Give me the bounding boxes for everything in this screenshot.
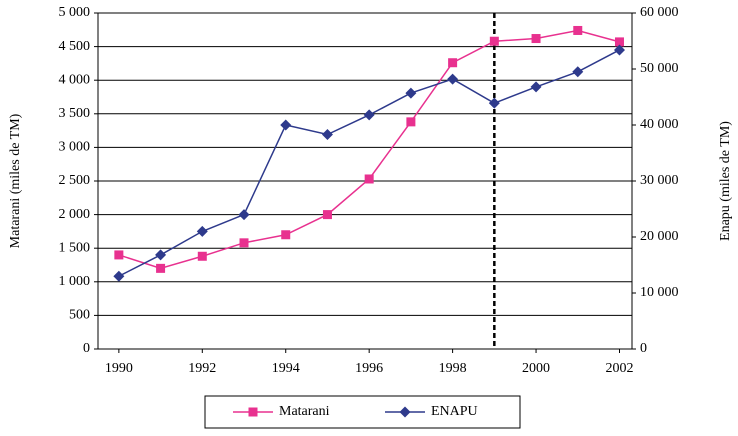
y-tick-label: 0 (83, 341, 90, 356)
marker (196, 225, 208, 237)
marker (399, 406, 411, 418)
y2-tick-label: 40 000 (640, 117, 679, 132)
y-axis-label: Matarani (miles de TM) (8, 113, 23, 248)
marker (489, 36, 499, 46)
y-tick-label: 3 500 (59, 106, 91, 121)
marker (573, 25, 583, 35)
marker (238, 209, 250, 221)
marker (322, 210, 332, 220)
y-tick-label: 1 000 (59, 274, 91, 289)
x-tick-label: 2000 (522, 361, 550, 376)
series-line (118, 29, 620, 270)
marker (321, 129, 333, 141)
x-tick-label: 1990 (105, 361, 133, 376)
y2-tick-label: 20 000 (640, 229, 679, 244)
legend-label: ENAPU (431, 404, 478, 419)
marker (531, 34, 541, 44)
y2-tick-label: 50 000 (640, 61, 679, 76)
y-tick-label: 2 000 (59, 207, 91, 222)
y2-tick-label: 0 (640, 341, 647, 356)
y2-tick-label: 60 000 (640, 5, 679, 20)
marker (239, 238, 249, 248)
marker (405, 87, 417, 99)
y-tick-label: 3 000 (59, 140, 91, 155)
x-tick-label: 1998 (439, 361, 467, 376)
y-tick-label: 500 (69, 308, 90, 323)
marker (488, 97, 500, 109)
marker (364, 174, 374, 184)
x-tick-label: 1996 (355, 361, 383, 376)
x-tick-label: 1992 (188, 361, 216, 376)
marker (406, 117, 416, 127)
legend-label: Matarani (279, 404, 330, 419)
y-tick-label: 4 500 (59, 39, 91, 54)
y-tick-label: 2 500 (59, 173, 91, 188)
marker (613, 44, 625, 56)
marker (156, 263, 166, 273)
marker (197, 251, 207, 261)
y-tick-label: 1 500 (59, 240, 91, 255)
marker (572, 66, 584, 78)
x-tick-label: 2002 (605, 361, 633, 376)
marker (447, 73, 459, 85)
y2-axis-label: Enapu (miles de TM) (718, 121, 733, 241)
marker (280, 119, 292, 131)
marker (114, 250, 124, 260)
y2-tick-label: 10 000 (640, 285, 679, 300)
series-line (118, 49, 620, 277)
x-tick-label: 1994 (272, 361, 300, 376)
marker (155, 249, 167, 261)
y-tick-label: 5 000 (59, 5, 91, 20)
marker (614, 37, 624, 47)
marker (530, 81, 542, 93)
y-tick-label: 4 000 (59, 72, 91, 87)
marker (113, 270, 125, 282)
marker (448, 58, 458, 68)
marker (281, 230, 291, 240)
marker (248, 407, 258, 417)
marker (363, 109, 375, 121)
y2-tick-label: 30 000 (640, 173, 679, 188)
